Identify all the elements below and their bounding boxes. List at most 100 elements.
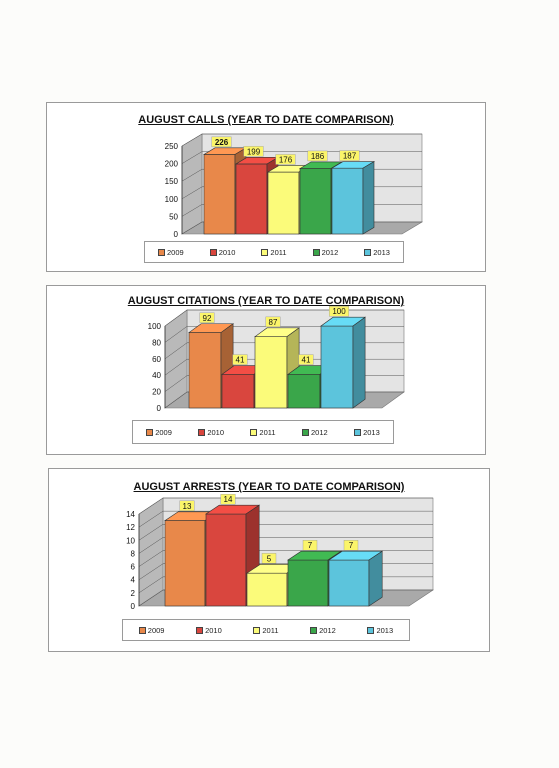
data-label: 13 <box>183 502 192 511</box>
data-label-box <box>243 146 264 157</box>
data-label: 87 <box>269 318 278 327</box>
legend-label: 2011 <box>270 247 287 257</box>
bar-front <box>328 559 370 607</box>
legend-swatch <box>301 428 309 436</box>
chart-plot: 0 2 4 6 8 10 12 14 13 14 5 7 7 <box>126 494 434 611</box>
data-label-box <box>261 553 277 564</box>
legend-label: 2013 <box>363 427 380 437</box>
chart-title: AUGUST CALLS (YEAR TO DATE COMPARISON) <box>138 114 394 126</box>
y-tick-label: 10 <box>126 536 135 545</box>
y-tick-label: 4 <box>131 576 136 585</box>
legend-label: 2012 <box>310 427 328 437</box>
side-wall <box>181 133 203 235</box>
side-wall <box>138 497 164 607</box>
legend-label: 2011 <box>262 625 279 635</box>
gridline <box>138 550 433 567</box>
legend-swatch <box>250 428 258 436</box>
y-tick-label: 0 <box>131 602 136 611</box>
legend-item: 2010 <box>196 626 222 635</box>
bar-front <box>246 572 288 607</box>
legend-swatch <box>196 626 204 634</box>
legend-item: 2009 <box>146 428 172 437</box>
chart-plot: 0 20 40 60 80 100 92 41 87 41 100 <box>148 306 405 413</box>
bar-2013 <box>328 550 384 607</box>
data-label: 187 <box>343 152 357 161</box>
data-label: 41 <box>302 356 311 365</box>
y-tick-label: 200 <box>165 160 179 169</box>
gridline <box>138 497 433 515</box>
chart-legend: 2009 2010 2011 2012 2013 <box>144 241 404 263</box>
legend-label: 2012 <box>319 625 336 635</box>
legend-item: 2012 <box>312 248 338 257</box>
legend-label: 2010 <box>207 427 224 437</box>
legend-item: 2011 <box>253 625 279 635</box>
data-label-box <box>307 150 328 162</box>
legend-swatch <box>209 248 217 256</box>
bar-front <box>287 559 329 607</box>
bar-front <box>235 163 268 235</box>
data-label-box <box>302 539 318 551</box>
data-label-box <box>339 150 360 161</box>
y-tick-label: 14 <box>126 510 135 519</box>
chart-arrests: AUGUST ARRESTS (YEAR TO DATE COMPARISON)… <box>48 468 490 652</box>
bar-front <box>164 520 206 607</box>
data-label-box <box>220 494 236 505</box>
legend-item: 2011 <box>250 428 276 437</box>
bar-front <box>221 374 255 409</box>
chart-legend: 2009 2010 2011 2012 2013 <box>132 420 394 444</box>
bar-front <box>188 332 222 409</box>
data-label: 226 <box>215 138 229 147</box>
chart-citations: AUGUST CITATIONS (YEAR TO DATE COMPARISO… <box>46 285 486 455</box>
bar-2013 <box>330 161 376 235</box>
data-label-box <box>232 354 248 365</box>
bar-side <box>352 316 366 409</box>
legend-item: 2012 <box>310 626 336 635</box>
chart-plot: 0 50 100 150 200 250 226 199 176 186 187 <box>165 133 424 239</box>
legend-item: 2009 <box>138 626 164 635</box>
legend-label: 2010 <box>205 625 222 635</box>
data-label-box <box>329 306 350 317</box>
y-tick-label: 6 <box>131 563 136 572</box>
data-label: 199 <box>247 147 261 156</box>
legend-swatch <box>138 626 146 634</box>
y-tick-label: 8 <box>131 549 136 558</box>
legend-swatch <box>354 428 362 436</box>
legend-label: 2009 <box>167 247 184 257</box>
bar-2011 <box>254 327 301 409</box>
legend-swatch <box>364 248 372 256</box>
data-label-box <box>179 500 195 511</box>
chart-title: AUGUST CITATIONS (YEAR TO DATE COMPARISO… <box>127 295 405 307</box>
bar-front <box>203 154 236 235</box>
data-label-box <box>275 154 296 165</box>
y-tick-label: 2 <box>131 589 136 598</box>
bar-front <box>205 513 247 607</box>
legend-item: 2009 <box>158 248 184 257</box>
bar-side <box>362 161 375 235</box>
y-tick-label: 60 <box>152 355 161 364</box>
legend-item: 2013 <box>367 626 393 635</box>
data-label-box <box>199 312 215 323</box>
bar-front <box>299 168 332 235</box>
bar-front <box>254 336 288 409</box>
y-tick-label: 0 <box>157 404 162 413</box>
chart-calls: AUGUST CALLS (YEAR TO DATE COMPARISON) 0… <box>46 102 486 272</box>
data-label-box <box>211 136 232 148</box>
y-tick-label: 40 <box>152 371 161 380</box>
gridline <box>138 524 433 541</box>
legend-item: 2012 <box>301 427 328 437</box>
legend-label: 2013 <box>376 625 394 635</box>
data-label: 176 <box>279 155 293 164</box>
y-tick-label: 12 <box>126 523 135 532</box>
bar-2013 <box>320 316 367 409</box>
legend-item: 2013 <box>364 248 390 257</box>
gridline <box>138 510 433 528</box>
legend-item: 2010 <box>209 248 235 257</box>
data-label-box <box>298 354 314 365</box>
data-label: 7 <box>349 541 354 550</box>
legend-swatch <box>312 248 320 256</box>
data-label: 92 <box>203 314 212 323</box>
legend-item: 2010 <box>198 428 224 437</box>
legend-swatch <box>310 626 318 634</box>
data-label: 14 <box>224 495 233 504</box>
legend-swatch <box>261 248 269 256</box>
